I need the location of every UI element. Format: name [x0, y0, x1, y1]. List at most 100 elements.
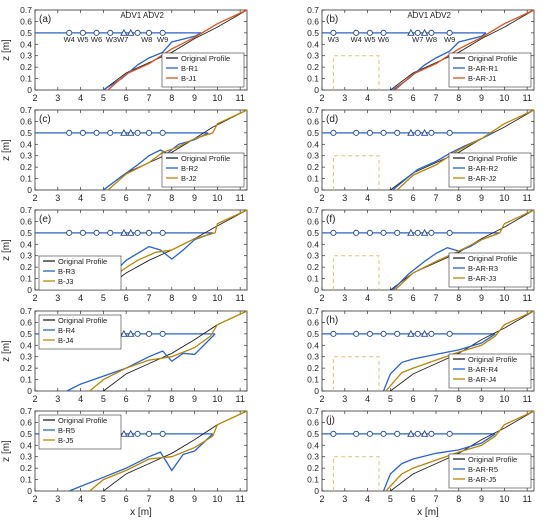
x-tick-label: 2	[319, 293, 324, 303]
legend-box	[161, 152, 245, 188]
x-tick-label: 3	[55, 93, 60, 103]
y-tick-label: 0	[27, 85, 32, 95]
y-tick-label: 0.5	[307, 228, 319, 238]
wave-gauge-marker	[380, 29, 387, 36]
adv-marker	[407, 128, 415, 136]
series-line-1	[102, 232, 214, 291]
legend-label: B-AR-J2	[468, 174, 496, 183]
wave-gauge-marker	[353, 229, 360, 236]
adv-marker	[126, 329, 135, 337]
wave-gauge-marker	[366, 229, 373, 236]
adv-marker	[420, 228, 429, 236]
panel-d: 2 3 4 5 6 7 8 9 10 11 00.1 0.20.3 0.40.5 0.60.7 (d) Ori…	[307, 105, 535, 203]
y-tick-label: 0.7	[307, 105, 319, 115]
wave-gauge-marker	[93, 29, 100, 36]
y-tick-label: 0.6	[20, 417, 32, 427]
y-tick-label: 0.7	[20, 5, 32, 15]
x-tick-label: 9	[192, 394, 197, 404]
y-tick-label: 0.6	[307, 216, 319, 226]
wave-gauge-marker	[446, 430, 453, 437]
x-tick-label: 9	[192, 193, 197, 203]
wave-gauge-marker	[380, 129, 387, 136]
x-axis-label: x [m]	[417, 507, 439, 518]
legend-label: Original Profile	[58, 316, 107, 325]
panel-c: 2 3 4 5 6 7 8 9 10 11 00.1 0.20.3 0.40.5 0.60.7 (c) z […	[1, 105, 248, 203]
x-tick-label: 3	[55, 394, 60, 404]
y-tick-label: 0.4	[20, 239, 32, 249]
panel-label: (e)	[39, 214, 51, 225]
wave-gauge-marker	[353, 430, 360, 437]
series-line-0	[390, 310, 535, 392]
x-tick-label: 6	[124, 494, 129, 504]
y-tick-label: 0.2	[307, 62, 319, 72]
x-tick-label: 9	[479, 93, 484, 103]
y-tick-label: 0.5	[20, 128, 32, 138]
wave-gauge-marker	[107, 229, 114, 236]
wave-gauge-marker	[366, 330, 373, 337]
x-tick-label: 6	[124, 394, 129, 404]
x-tick-label: 3	[55, 193, 60, 203]
legend-label: B-AR-R3	[468, 264, 498, 273]
y-tick-label: 0.3	[20, 151, 32, 161]
y-tick-label: 0.4	[307, 39, 319, 49]
legend-box	[38, 314, 122, 350]
x-tick-label: 10	[499, 394, 509, 404]
legend-label: B-AR-R1	[468, 64, 498, 73]
x-tick-label: 8	[456, 394, 461, 404]
adv-marker	[120, 228, 128, 236]
legend-label: B-J5	[58, 436, 73, 445]
y-tick-label: 0.7	[20, 306, 32, 316]
legend-label: B-AR-R4	[468, 365, 498, 374]
wave-gauge-marker	[145, 430, 153, 437]
y-tick-label: 0.3	[20, 452, 32, 462]
legend-label: B-AR-J3	[468, 274, 496, 283]
adv-marker	[120, 128, 128, 136]
x-tick-label: 11	[522, 494, 531, 504]
x-tick-label: 7	[146, 93, 151, 103]
y-tick-label: 0.3	[307, 352, 319, 362]
wave-gauge-marker	[353, 129, 360, 136]
legend-label: B-J4	[58, 336, 73, 345]
x-tick-label: 8	[169, 494, 174, 504]
panel-label: (j)	[326, 415, 335, 426]
x-tick-label: 7	[433, 93, 438, 103]
y-tick-label: 0.7	[307, 205, 319, 215]
wave-gauge-marker	[159, 430, 166, 437]
wave-gauge-marker	[394, 430, 401, 437]
y-tick-label: 0.5	[20, 228, 32, 238]
wave-gauge-marker	[330, 229, 337, 236]
x-tick-label: 6	[411, 193, 416, 203]
station-label: W3	[328, 35, 339, 44]
panel-label: (a)	[39, 14, 51, 25]
series-line-2	[385, 410, 535, 492]
adv-marker	[420, 28, 429, 36]
wave-gauge-marker	[134, 330, 141, 337]
wave-gauge-marker	[414, 229, 421, 236]
x-tick-label: 7	[146, 394, 151, 404]
x-tick-label: 11	[522, 93, 531, 103]
x-tick-label: 3	[342, 494, 347, 504]
x-tick-label: 11	[522, 394, 531, 404]
legend-label: B-AR-R5	[468, 465, 498, 474]
x-tick-label: 10	[499, 494, 509, 504]
y-tick-label: 0.4	[307, 440, 319, 450]
x-tick-label: 5	[388, 93, 393, 103]
y-tick-label: 0.2	[307, 363, 319, 373]
x-tick-label: 10	[212, 293, 222, 303]
x-tick-label: 3	[342, 394, 347, 404]
x-tick-label: 4	[78, 293, 83, 303]
y-tick-label: 0	[314, 386, 319, 396]
x-tick-label: 11	[522, 193, 531, 203]
y-tick-label: 0.5	[307, 429, 319, 439]
y-tick-label: 0.7	[307, 406, 319, 416]
x-tick-label: 5	[388, 394, 393, 404]
adv-label: ADV1 ADV2	[120, 11, 164, 20]
wave-gauge-marker	[446, 330, 453, 337]
x-tick-label: 4	[78, 93, 83, 103]
x-tick-label: 3	[342, 193, 347, 203]
adv-marker	[120, 329, 128, 337]
x-tick-label: 9	[192, 494, 197, 504]
x-tick-label: 9	[192, 293, 197, 303]
